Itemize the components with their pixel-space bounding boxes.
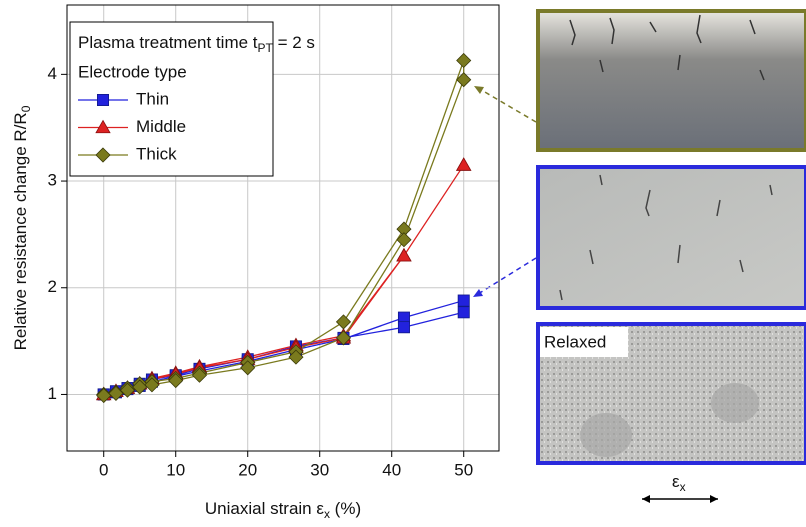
marker: [457, 294, 470, 307]
marker: [119, 382, 136, 398]
y-tick-label: 4: [48, 64, 57, 83]
x-label-text: Uniaxial strain ε: [205, 499, 324, 518]
legend-subtitle: Electrode type: [78, 62, 187, 81]
marker: [396, 232, 412, 248]
y-tick-label: 1: [48, 384, 57, 403]
legend-marker: [97, 94, 110, 107]
pointer: [477, 87, 537, 123]
y-tick-label: 2: [48, 277, 57, 296]
legend-label: Middle: [136, 117, 186, 136]
marker: [335, 330, 352, 346]
label-box: [540, 327, 628, 357]
strain-subscript: x: [680, 480, 686, 494]
y-label-text: Relative resistance change R/R: [11, 112, 30, 350]
x-tick-label: 40: [382, 460, 401, 479]
marker: [168, 373, 184, 389]
marker: [397, 321, 410, 334]
legend-label: Thick: [136, 144, 177, 163]
y-axis-label: Relative resistance change R/R0: [11, 105, 33, 350]
x-tick-label: 10: [166, 460, 185, 479]
x-axis-label: Uniaxial strain εx (%): [205, 499, 361, 521]
legend-title: Plasma treatment time tPT = 2 s: [78, 33, 315, 55]
legend-marker: [95, 147, 111, 163]
defect: [711, 383, 759, 423]
pointer-head: [474, 86, 484, 94]
x-label-sub: x: [324, 507, 330, 521]
marker: [456, 52, 472, 69]
pointer: [477, 257, 537, 295]
micrograph-50: [536, 9, 806, 152]
marker: [96, 387, 112, 404]
x-tick-label: 30: [310, 460, 329, 479]
marker: [457, 306, 470, 319]
y-tick-label: 3: [48, 171, 57, 190]
image-panels: Relaxed εx: [473, 9, 806, 503]
arrow-heads: [642, 495, 718, 503]
marker: [456, 72, 472, 88]
marker: [240, 360, 256, 376]
relaxed-label: Relaxed: [544, 332, 606, 351]
defect: [580, 413, 632, 457]
x-tick-label: 50: [454, 460, 473, 479]
legend-label: Thin: [136, 89, 169, 108]
marker: [144, 377, 160, 393]
x-tick-label: 20: [238, 460, 257, 479]
legend-marker: [95, 119, 111, 134]
marker: [396, 247, 412, 262]
strain-symbol-text: ε: [672, 472, 680, 491]
micrograph-42: [536, 165, 806, 310]
marker: [335, 314, 352, 330]
legend-title-sub: PT: [258, 41, 274, 55]
plot: 0 10 20 30 40 50 1 2 3 4 Uniaxial strain εx (%) Rel…: [11, 4, 500, 521]
y-label-sub: 0: [19, 105, 33, 112]
legend-title-tail: = 2 s: [273, 33, 315, 52]
marker: [108, 385, 124, 401]
x-label-tail: (%): [330, 499, 361, 518]
marker: [132, 379, 148, 395]
strain-symbol: εx: [672, 472, 686, 494]
marker: [288, 349, 304, 365]
pointer-head: [473, 289, 483, 297]
legend-title-text: Plasma treatment time t: [78, 33, 258, 52]
x-tick-label: 0: [99, 460, 108, 479]
cracks: [569, 14, 765, 81]
marker: [191, 367, 208, 383]
plot-frame: [66, 4, 500, 452]
marker: [456, 157, 472, 171]
cracks: [559, 174, 773, 301]
